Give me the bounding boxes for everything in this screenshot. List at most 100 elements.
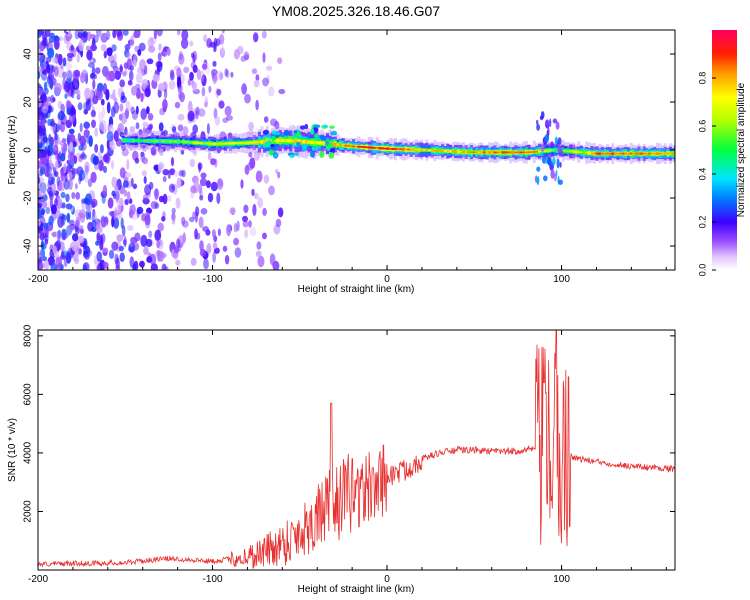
noise-speck [216, 178, 224, 190]
ridge-cell [255, 141, 259, 144]
noise-speck [132, 263, 137, 270]
ridge-cell [593, 152, 596, 155]
noise-speck [158, 43, 162, 52]
noise-speck [157, 52, 162, 61]
y-tick-label: 4000 [23, 441, 34, 464]
ridge-cell [216, 143, 219, 145]
noise-speck [175, 197, 181, 209]
ridge-cell [545, 149, 549, 152]
noise-speck [199, 70, 205, 82]
noise-speck [94, 143, 99, 153]
noise-speck [255, 74, 260, 82]
noise-speck [212, 74, 219, 82]
ridge-disturbance [550, 141, 554, 149]
noise-speck [52, 56, 58, 64]
noise-speck [244, 164, 250, 175]
noise-speck [157, 161, 165, 173]
noise-speck [47, 47, 55, 59]
noise-speck [65, 99, 72, 111]
noise-speck [78, 144, 84, 151]
ridge-cell [179, 140, 183, 143]
noise-speck [53, 66, 59, 77]
noise-speck [41, 208, 45, 216]
ridge-cell [517, 151, 521, 154]
noise-speck [55, 160, 59, 170]
noise-speck [97, 262, 104, 270]
noise-speck [90, 110, 97, 118]
noise-speck [178, 53, 185, 65]
noise-speck [156, 240, 161, 249]
noise-speck [66, 69, 73, 80]
ridge-cell [155, 140, 159, 142]
ridge-cell [472, 151, 476, 154]
noise-speck [268, 185, 275, 196]
noise-speck [85, 210, 89, 220]
ridge-cell [433, 149, 437, 152]
noise-speck [144, 214, 151, 226]
noise-speck [243, 204, 249, 214]
ridge-cell [483, 151, 486, 154]
noise-speck [39, 232, 45, 241]
ridge-cell [438, 149, 442, 152]
ridge-disturbance [546, 121, 551, 126]
noise-speck [74, 257, 80, 265]
ridge-cell [205, 142, 209, 145]
ridge-cell [375, 147, 379, 149]
ridge-cell [365, 146, 369, 149]
ridge-blob [310, 150, 316, 158]
noise-speck [248, 220, 252, 228]
noise-speck [102, 83, 108, 95]
noise-speck [204, 96, 209, 106]
ridge-cell [548, 149, 552, 152]
ridge-cell [590, 152, 594, 155]
ridge-cell [532, 150, 536, 153]
ridge-cell [273, 139, 277, 143]
noise-speck [178, 170, 184, 177]
noise-speck [278, 88, 286, 95]
noise-speck [38, 224, 44, 234]
noise-speck [76, 53, 80, 64]
ridge-cell [257, 140, 261, 144]
noise-speck [147, 113, 154, 121]
ridge-cell [415, 148, 418, 151]
noise-speck [124, 43, 131, 51]
ridge-disturbance [559, 161, 562, 168]
noise-speck [152, 74, 160, 82]
noise-speck [82, 264, 88, 270]
ridge-cell [642, 152, 646, 155]
noise-speck [53, 171, 59, 177]
noise-speck [257, 197, 264, 209]
noise-speck [50, 262, 57, 270]
ridge-cell [171, 140, 175, 143]
ridge-cell [302, 140, 306, 144]
noise-speck [45, 207, 51, 214]
noise-speck [68, 128, 75, 135]
ridge-blob [322, 124, 329, 129]
noise-speck [66, 52, 74, 58]
ridge-cell [417, 148, 421, 151]
ridge-cell [490, 151, 494, 154]
noise-speck [51, 176, 55, 185]
noise-speck [141, 69, 146, 76]
noise-speck [154, 202, 160, 209]
ridge-cell [449, 150, 452, 153]
noise-speck [233, 223, 238, 233]
noise-speck [118, 113, 123, 121]
noise-speck [147, 37, 154, 49]
noise-speck [53, 38, 60, 50]
noise-speck [202, 226, 209, 232]
ridge-cell [307, 140, 311, 144]
noise-speck [266, 65, 273, 71]
ridge-cell [404, 148, 408, 151]
ridge-blob [319, 135, 327, 140]
noise-speck [61, 228, 67, 241]
ridge-blob [271, 146, 279, 151]
noise-speck [154, 188, 159, 200]
noise-speck [201, 74, 207, 87]
noise-speck [221, 30, 225, 34]
noise-speck [244, 93, 251, 104]
noise-speck [154, 229, 162, 242]
noise-speck [38, 142, 43, 149]
noise-speck [176, 238, 181, 249]
noise-speck [255, 250, 262, 258]
